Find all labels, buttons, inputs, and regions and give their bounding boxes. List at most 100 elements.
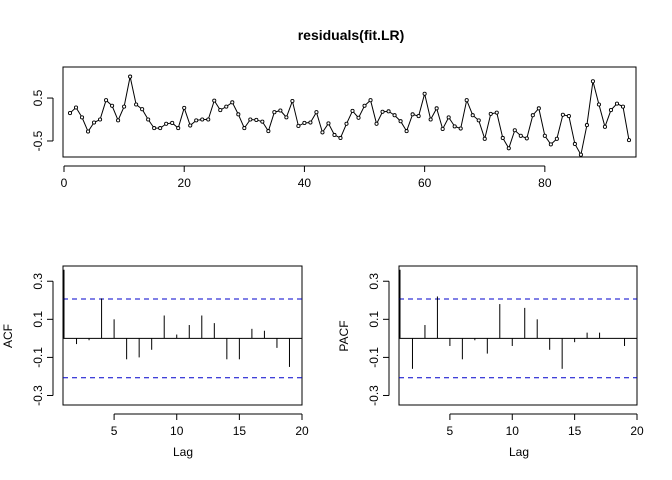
residual-point [626, 138, 632, 143]
y-axis-label: ACF [1, 324, 15, 348]
residual-point [590, 79, 595, 84]
residuals-panel: 0 20 40 60 80 0.5 -0.5 [31, 66, 637, 190]
residual-point [542, 133, 547, 138]
residual-point [434, 106, 439, 111]
y-tick-label: 0.1 [367, 311, 381, 328]
residual-point [290, 99, 295, 104]
y-axis-label: PACF [337, 320, 351, 351]
residual-point [602, 124, 608, 129]
residual-point [524, 136, 529, 141]
residual-point [146, 117, 151, 122]
residual-point [260, 119, 265, 124]
residual-point [350, 108, 355, 113]
y-tick-label: -0.5 [31, 130, 45, 151]
residual-point [404, 129, 409, 134]
residual-point [410, 112, 415, 117]
x-tick-label: 20 [295, 424, 309, 438]
residual-point [278, 108, 283, 113]
residual-point [170, 120, 175, 125]
y-tick-label: 0.3 [31, 273, 45, 290]
residual-point [620, 104, 626, 109]
residual-point [554, 136, 559, 141]
residual-point [320, 130, 325, 135]
residual-point [98, 117, 103, 122]
residual-point [122, 104, 127, 109]
residual-point [73, 105, 79, 110]
residual-point [194, 118, 199, 123]
residual-point [506, 146, 511, 151]
residual-point [464, 98, 469, 103]
residual-point [368, 98, 373, 103]
y-tick-label: 0.5 [31, 89, 45, 106]
y-tick-label: -0.3 [367, 385, 381, 406]
acf-panel: 5 10 15 20 -0.3 -0.1 0.1 0.3 Lag ACF [1, 265, 309, 459]
residual-point [230, 100, 235, 105]
residual-point [272, 110, 277, 115]
residual-point [494, 110, 499, 115]
residual-point [254, 117, 259, 122]
residual-point [266, 129, 271, 134]
residual-point [326, 121, 331, 126]
residual-line [69, 76, 630, 157]
x-tick-label: 15 [233, 424, 247, 438]
x-tick-label: 20 [630, 424, 644, 438]
residual-point [308, 120, 313, 125]
plot-frame [62, 66, 637, 158]
residual-point [392, 113, 397, 118]
residual-point [158, 126, 163, 131]
residual-point [176, 126, 181, 131]
residual-point [164, 121, 169, 126]
residual-point [110, 103, 115, 108]
residual-point [386, 109, 391, 114]
residual-point [152, 126, 157, 131]
residual-point [452, 124, 457, 129]
residual-point [608, 108, 614, 113]
residual-point [536, 106, 541, 111]
residual-point [218, 108, 223, 113]
residual-point [182, 105, 187, 110]
residual-point [422, 91, 427, 96]
residual-point [302, 120, 307, 125]
residual-point [206, 117, 211, 122]
y-tick-label: 0.3 [367, 273, 381, 290]
residual-point [380, 109, 385, 114]
residual-point [398, 119, 403, 124]
residual-point [242, 126, 247, 131]
residual-point [116, 118, 121, 123]
x-tick-label: 20 [178, 176, 192, 190]
residual-point [344, 121, 349, 126]
residual-point [332, 132, 337, 138]
residual-point [428, 117, 433, 122]
residual-point [584, 123, 589, 128]
residual-point [518, 133, 523, 138]
residual-point [374, 121, 379, 126]
x-tick-label: 10 [170, 424, 184, 438]
residual-point [200, 117, 205, 122]
residual-point [548, 142, 553, 147]
x-tick-label: 40 [298, 176, 312, 190]
residual-point [224, 104, 229, 109]
x-tick-label: 15 [568, 424, 582, 438]
residual-point [614, 101, 620, 106]
residual-point [560, 112, 565, 117]
residual-point [67, 111, 73, 116]
pacf-panel: 5 10 15 20 -0.3 -0.1 0.1 0.3 Lag PACF [337, 265, 644, 459]
residual-point [572, 141, 577, 147]
x-tick-label: 60 [418, 176, 432, 190]
plot-frame [398, 265, 638, 406]
residual-point [212, 98, 217, 103]
chart-title: residuals(fit.LR) [298, 27, 405, 43]
residual-point [440, 126, 445, 132]
residual-point [578, 152, 583, 157]
x-tick-label: 10 [506, 424, 520, 438]
residual-point [188, 123, 193, 128]
residual-point [85, 129, 91, 134]
x-axis-label: Lag [173, 445, 193, 459]
x-tick-label: 0 [61, 176, 68, 190]
residual-point [566, 114, 571, 119]
residual-point [296, 123, 301, 128]
residual-point [446, 115, 451, 120]
residual-point [92, 120, 97, 125]
residual-point [338, 135, 343, 141]
